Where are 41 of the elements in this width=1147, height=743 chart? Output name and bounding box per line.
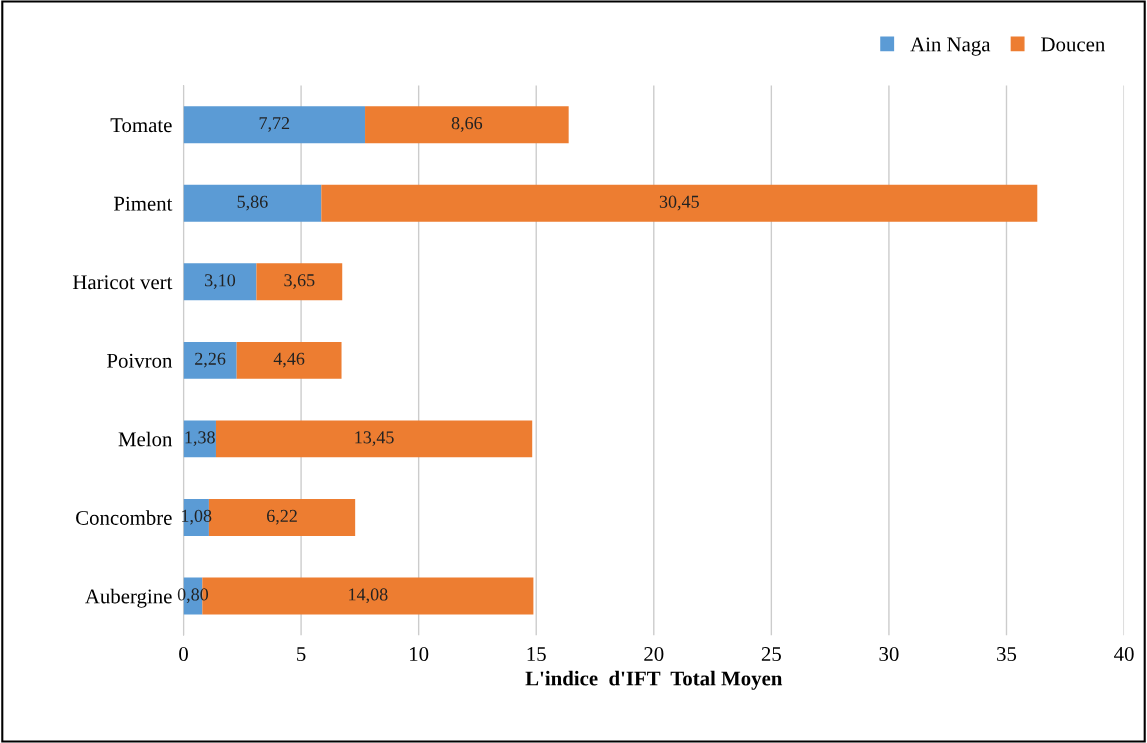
y-tick-label: Concombre: [76, 510, 172, 525]
y-tick-label: Piment: [113, 196, 173, 211]
data-label: 14,08: [349, 588, 388, 604]
data-label: 3,10: [205, 274, 236, 289]
bar: [236, 341, 342, 379]
y-tick-label: Poivron: [107, 353, 173, 368]
data-label: 8,66: [451, 117, 483, 132]
bar: [365, 106, 569, 144]
legend-label: Ain Naga: [910, 37, 991, 56]
data-label: 5,86: [237, 195, 268, 211]
x-tick-label: 35: [997, 647, 1017, 662]
x-tick-label: 40: [1114, 646, 1134, 662]
bar: [321, 184, 1038, 222]
x-tick-label: 25: [761, 647, 781, 662]
data-label: 6,22: [267, 509, 297, 525]
bar: [215, 420, 533, 458]
x-tick-label: 15: [527, 647, 546, 662]
x-tick-label: 20: [644, 646, 664, 662]
x-tick-label: 0: [179, 646, 188, 662]
bar: [183, 184, 322, 222]
y-tick-label: Aubergine: [85, 588, 172, 608]
x-tick-label: 30: [879, 646, 899, 662]
data-label: 1,38: [185, 431, 215, 447]
data-label: 4,46: [273, 352, 305, 368]
y-tick-label: Tomate: [110, 118, 172, 133]
data-label: 3,65: [284, 274, 315, 289]
legend-label: Doucen: [1041, 37, 1105, 52]
y-tick-label: Melon: [118, 431, 173, 447]
data-label: 13,45: [355, 431, 394, 447]
data-label: 30,45: [659, 195, 699, 211]
bar: [183, 263, 257, 301]
bar: [183, 106, 366, 144]
bar: [183, 341, 237, 379]
bar: [183, 420, 216, 458]
data-label: 2,26: [195, 352, 226, 368]
data-label: 7,72: [259, 117, 290, 132]
y-tick-label: Haricot vert: [72, 275, 173, 290]
x-axis-title: L'indice d'IFT Total Moyen: [525, 670, 783, 690]
bar: [256, 263, 343, 301]
x-tick-label: 5: [297, 647, 306, 662]
x-tick-label: 10: [410, 646, 429, 662]
